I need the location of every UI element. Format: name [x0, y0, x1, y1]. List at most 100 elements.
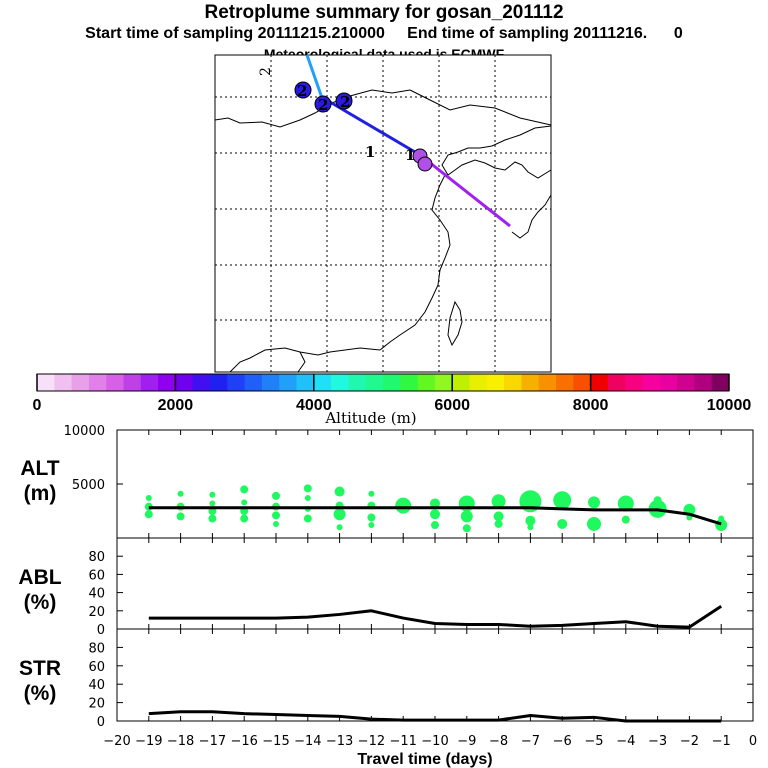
x-tick-label: −18: [167, 734, 194, 749]
colorbar-swatch: [469, 374, 488, 391]
x-axis-label: Travel time (days): [357, 751, 492, 768]
y-axis-label: ALT: [20, 457, 59, 480]
x-tick-label: −20: [103, 734, 130, 749]
y-tick-label: 20: [88, 605, 105, 620]
altitude-dot: [209, 491, 216, 498]
colorbar-swatch: [417, 374, 436, 391]
x-tick-label: −1: [712, 734, 731, 749]
trajectory-segment: [329, 100, 421, 157]
x-tick-label: −8: [489, 734, 508, 749]
x-tick-label: −9: [457, 734, 476, 749]
altitude-dot: [494, 519, 503, 528]
y-tick-label: 5000: [72, 478, 105, 493]
x-tick-label: −6: [553, 734, 572, 749]
colorbar-swatch: [192, 374, 211, 391]
altitude-dot: [303, 514, 312, 523]
colorbar-swatch: [244, 374, 263, 391]
y-tick-label: 60: [88, 568, 105, 583]
colorbar-swatch: [625, 374, 643, 391]
altitude-dot: [240, 514, 249, 523]
altitude-dot: [368, 490, 375, 497]
colorbar-swatch: [521, 374, 540, 391]
colorbar-swatch: [175, 374, 194, 391]
x-tick-label: −10: [421, 734, 448, 749]
altitude-dot: [491, 494, 506, 509]
altitude-dot: [367, 513, 376, 522]
start-time-label: Start time of sampling 20111215.210000: [85, 25, 385, 42]
altitude-dot: [715, 519, 728, 532]
altitude-dot: [553, 491, 572, 510]
colorbar-swatch: [711, 374, 730, 391]
y-tick-label: 10000: [64, 424, 105, 439]
panel-frame: [116, 628, 754, 722]
altitude-dot: [621, 515, 630, 524]
colorbar-swatch: [37, 374, 55, 391]
colorbar-swatch: [538, 374, 557, 391]
altitude-dot: [272, 491, 280, 500]
y-tick-label: 60: [88, 660, 105, 675]
altitude-dot: [177, 490, 184, 497]
colorbar-swatch: [106, 374, 124, 391]
colorbar-swatch: [279, 374, 297, 391]
x-tick-label: −15: [262, 734, 289, 749]
colorbar-swatch: [348, 374, 367, 391]
trajectory-label: 2: [318, 96, 328, 114]
y-tick-label: 40: [88, 587, 105, 602]
trajectory-label: 1: [405, 146, 415, 164]
altitude-dot: [430, 509, 440, 520]
trajectory-marker: [294, 81, 312, 99]
y-tick-label: 0: [97, 715, 105, 730]
end-time-label: End time of sampling 20111216.: [407, 25, 648, 42]
x-tick-label: −7: [521, 734, 540, 749]
altitude-dot: [493, 511, 504, 522]
altitude-dot: [273, 520, 279, 527]
x-tick-label: −17: [199, 734, 226, 749]
chart-title: Retroplume summary for gosan_201112: [204, 2, 564, 23]
x-tick-label: −5: [584, 734, 603, 749]
altitude-dot: [208, 514, 217, 523]
y-axis-label: (%): [24, 682, 57, 705]
altitude-dot: [557, 518, 568, 529]
colorbar-swatch: [88, 374, 107, 391]
sampling-times: Start time of sampling 20111215.210000 E…: [0, 25, 768, 43]
trajectory-marker: [417, 156, 433, 172]
x-tick-label: −11: [389, 734, 416, 749]
trajectory-marker: [314, 95, 332, 113]
colorbar-tick-label: 2000: [158, 397, 194, 414]
x-tick-label: −12: [358, 734, 385, 749]
colorbar-xlabel: Altitude (m): [324, 409, 416, 427]
time-series-panels: 500010000ALT(m)020406080ABL(%)020406080S…: [18, 424, 757, 768]
altitude-dot: [336, 524, 343, 531]
trajectory-label: 2: [340, 93, 350, 111]
colorbar-swatch: [296, 374, 315, 391]
end-time-value: 0: [673, 25, 683, 42]
colorbar-swatch: [486, 374, 505, 391]
colorbar-swatch: [331, 374, 349, 391]
y-axis-label: (%): [24, 591, 57, 614]
altitude-dot: [395, 497, 412, 514]
colorbar-swatch: [694, 374, 713, 391]
colorbar-swatch: [434, 374, 453, 391]
colorbar-swatch: [227, 374, 246, 391]
altitude-dot: [176, 512, 185, 521]
colorbar-swatch: [365, 374, 384, 391]
trajectory-segment: [305, 54, 324, 99]
colorbar-swatch: [261, 374, 280, 391]
colorbar-swatch: [556, 374, 574, 391]
altitude-dot: [368, 522, 375, 529]
colorbar-tick-label: 8000: [573, 397, 609, 414]
altitude-dot: [588, 496, 600, 509]
altitude-dot: [209, 500, 216, 507]
altitude-dot: [334, 486, 345, 497]
trajectory-marker: [335, 92, 353, 110]
colorbar-swatch: [313, 374, 332, 391]
colorbar-swatch: [210, 374, 228, 391]
altitude-dot: [431, 521, 439, 530]
altitude-dot: [587, 516, 601, 531]
series-line: [148, 604, 723, 629]
coastlines: [214, 89, 552, 373]
colorbar-swatch: [590, 374, 609, 391]
y-tick-label: 20: [88, 697, 105, 712]
colorbar-swatch: [504, 374, 522, 391]
altitude-dot: [272, 511, 280, 520]
